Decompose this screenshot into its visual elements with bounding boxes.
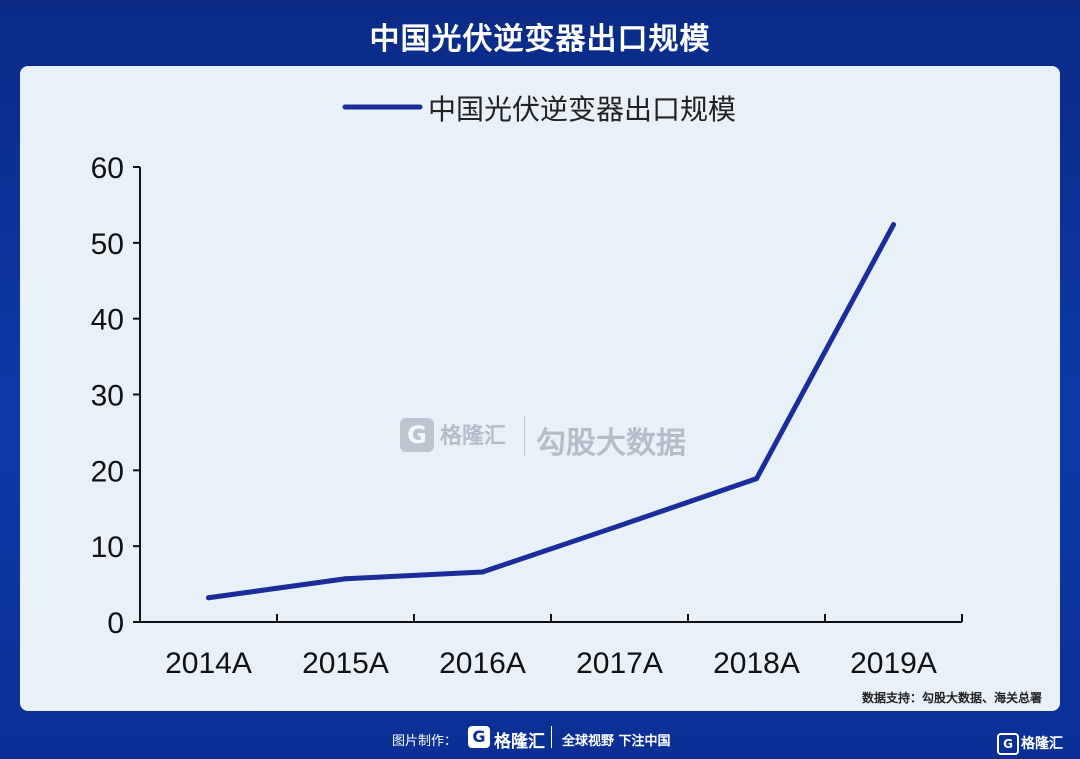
data-point	[617, 523, 622, 529]
y-tick-label: 0	[107, 607, 124, 640]
data-point	[480, 569, 485, 575]
y-tick-label: 50	[91, 228, 124, 261]
y-axis-ticks: 0 10 20 30 40 50 60	[91, 152, 140, 640]
series-layer	[206, 222, 896, 601]
x-tick-label: 2018A	[713, 647, 800, 680]
corner-brand: 格隆汇	[1021, 736, 1063, 752]
watermark-divider	[524, 416, 525, 456]
axes	[139, 167, 962, 623]
y-tick-label: 10	[91, 531, 124, 564]
chart-panel: 中国光伏逆变器出口规模 0 10 20 30 40 50 60 2014A 2015A 2016…	[20, 66, 1060, 711]
footer-brand: 格隆汇	[494, 732, 545, 752]
data-point	[206, 595, 211, 601]
data-point	[754, 476, 759, 482]
series-line	[206, 222, 896, 601]
x-tick-label: 2014A	[165, 647, 252, 680]
y-tick-label: 60	[91, 152, 124, 185]
y-tick-label: 30	[91, 380, 124, 413]
legend-label: 中国光伏逆变器出口规模	[428, 93, 736, 126]
footer-credit: 图片制作：	[392, 734, 458, 749]
x-tick-label: 2015A	[302, 647, 389, 680]
data-point	[343, 576, 348, 582]
x-axis-ticks: 2014A 2015A 2016A 2017A 2018A 2019A	[139, 614, 963, 680]
footer-divider	[551, 726, 552, 748]
source-note: 数据支持：勾股大数据、海关总署	[861, 691, 1042, 705]
corner-logo-icon: G	[997, 733, 1019, 755]
x-tick-label: 2019A	[850, 647, 937, 680]
page-title: 中国光伏逆变器出口规模	[369, 22, 711, 57]
footer: 图片制作： G 格隆汇 全球视野 下注中国	[0, 718, 1080, 754]
x-tick-label: 2016A	[439, 647, 526, 680]
footer-slogan: 全球视野 下注中国	[562, 734, 671, 749]
footer-logo-icon: G	[468, 726, 490, 748]
legend: 中国光伏逆变器出口规模	[342, 93, 736, 126]
watermark-brand: 格隆汇	[440, 424, 507, 449]
x-tick-label: 2017A	[576, 647, 663, 680]
watermark-text: 勾股大数据	[536, 426, 686, 461]
data-point	[891, 222, 896, 228]
line-chart: 中国光伏逆变器出口规模 0 10 20 30 40 50 60 2014A 2015A 2016…	[91, 93, 963, 680]
watermark-logo-icon: G	[400, 418, 434, 452]
y-tick-label: 40	[91, 304, 124, 337]
y-tick-label: 20	[91, 455, 124, 488]
